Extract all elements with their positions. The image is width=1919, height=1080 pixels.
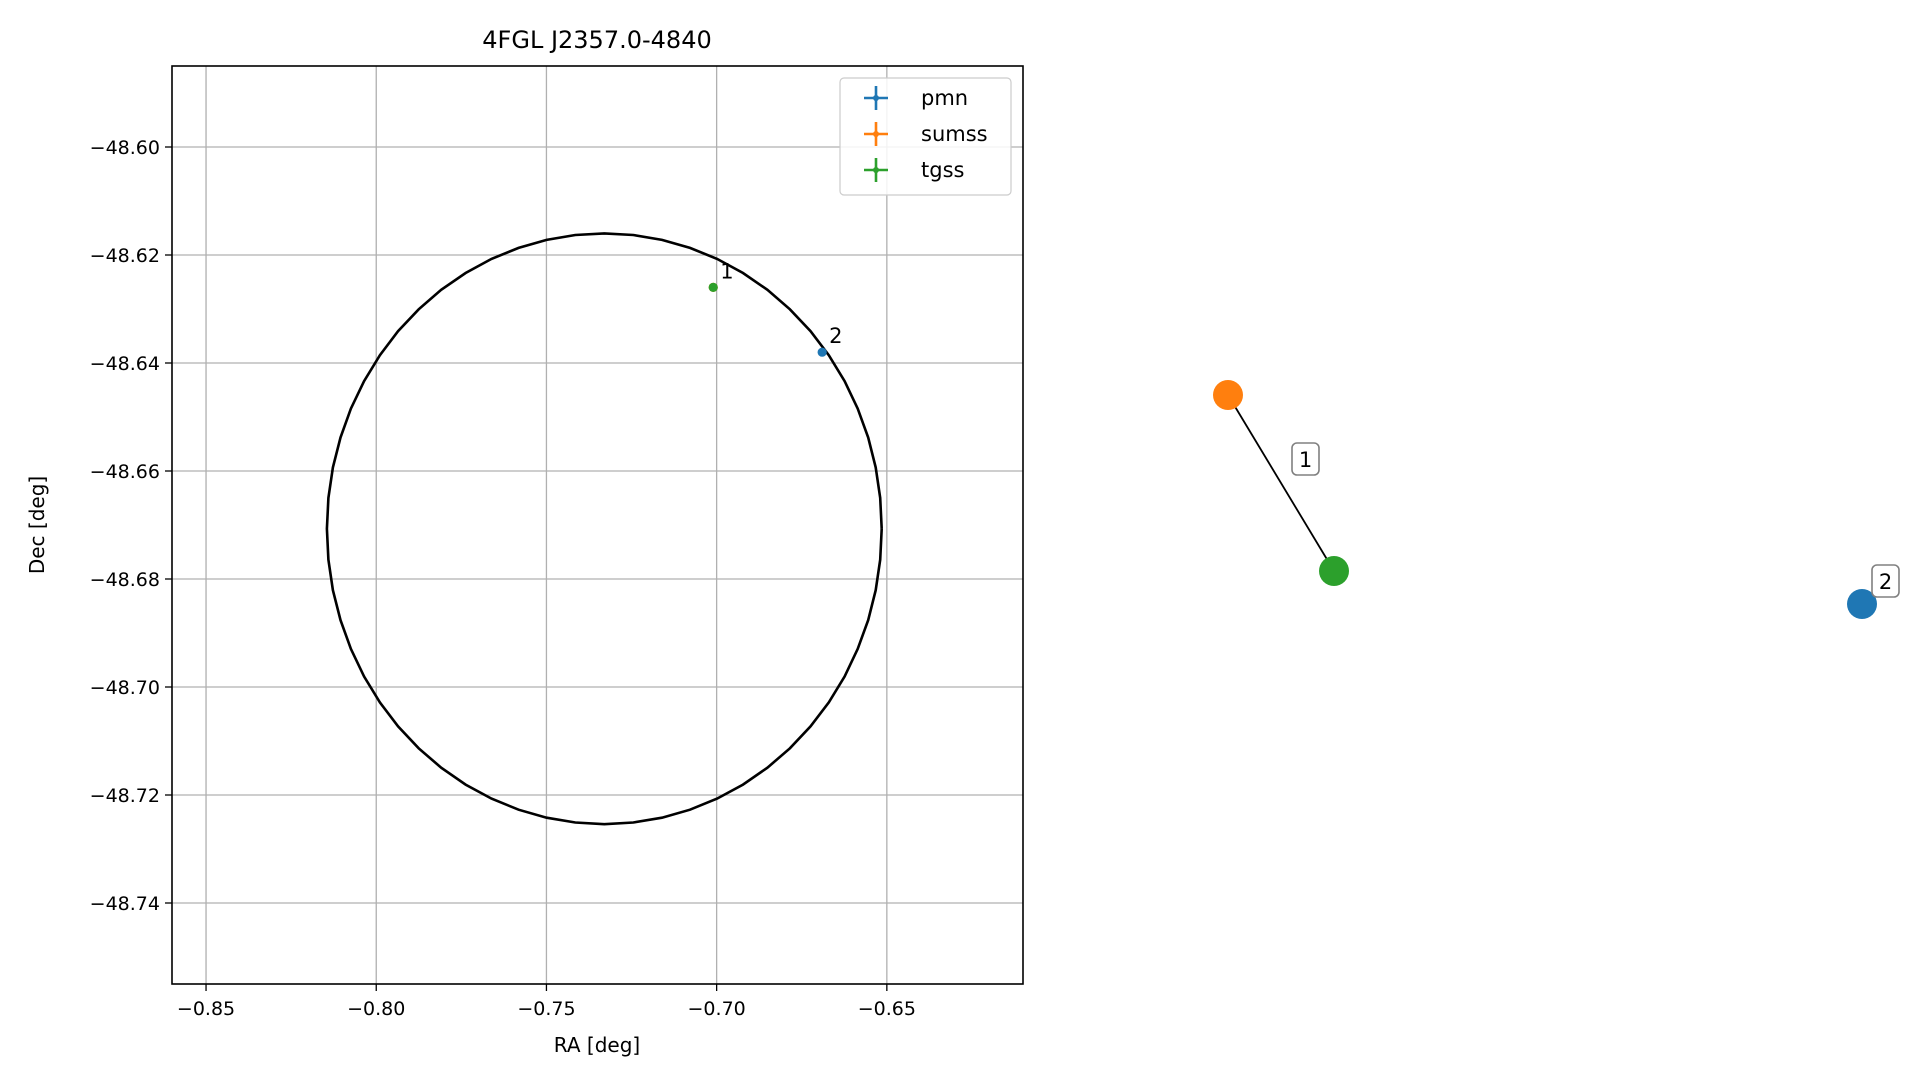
- legend-item-sumss: sumss: [864, 122, 988, 146]
- legend-marker-dot: [873, 95, 879, 101]
- chart-title: 4FGL J2357.0-4840: [482, 26, 711, 54]
- legend-item-tgss: tgss: [864, 158, 964, 182]
- y-tick-label: −48.60: [90, 137, 160, 159]
- point-annotation: 2: [829, 324, 842, 348]
- legend-marker-dot: [873, 131, 879, 137]
- data-point-pmn: [817, 347, 827, 357]
- x-tick-label: −0.70: [688, 998, 746, 1020]
- y-tick-label: −48.62: [90, 245, 160, 267]
- data-point-tgss: [708, 282, 718, 292]
- node-label-box: 2: [1871, 564, 1900, 598]
- x-tick-label: −0.65: [858, 998, 916, 1020]
- plot-area-background: [172, 66, 1023, 984]
- legend-label: tgss: [921, 158, 964, 182]
- legend-items: pmn sumss tgss: [864, 86, 988, 182]
- edge-label-box: 1: [1291, 442, 1320, 476]
- edge-label-frame: [1291, 442, 1320, 476]
- grid-lines: [172, 66, 1023, 984]
- legend-frame: [839, 77, 1012, 196]
- point-annotation: 1: [720, 259, 733, 283]
- localization-ellipse-layer: [325, 232, 883, 826]
- node-label-frame: [1871, 564, 1900, 598]
- x-axis-title: RA [deg]: [554, 1033, 640, 1057]
- legend-label: pmn: [921, 86, 968, 110]
- x-tick-label: −0.80: [347, 998, 405, 1020]
- network-graph: 1 2: [1213, 380, 1900, 619]
- legend-item-pmn: pmn: [864, 86, 968, 110]
- legend-label: sumss: [921, 122, 988, 146]
- localization-ellipse: [325, 232, 883, 826]
- node-pmn: [1847, 589, 1877, 619]
- x-tick-label: −0.75: [517, 998, 575, 1020]
- y-tick-label: −48.74: [90, 893, 160, 915]
- x-axis-ticks: −0.85 −0.80 −0.75 −0.70 −0.65: [177, 984, 916, 1020]
- point-annotations: 12: [720, 259, 842, 348]
- scatter-chart: 12 −0.85 −0.80 −0.75 −0.70 −0.65 −48.60−48.6…: [25, 26, 1024, 1057]
- x-tick-label: −0.85: [177, 998, 235, 1020]
- node-sumss: [1213, 380, 1243, 410]
- node-label-text: 2: [1879, 570, 1892, 594]
- y-tick-label: −48.68: [90, 569, 160, 591]
- node-tgss: [1319, 556, 1349, 586]
- legend-marker-dot: [873, 167, 879, 173]
- plot-frame: [171, 65, 1024, 985]
- y-tick-label: −48.66: [90, 461, 160, 483]
- y-tick-label: −48.64: [90, 353, 160, 375]
- y-axis-title: Dec [deg]: [25, 476, 49, 574]
- edge-label-text: 1: [1299, 448, 1312, 472]
- legend: pmn sumss tgss: [839, 77, 1012, 196]
- edge-sumss-tgss: [1227, 394, 1335, 572]
- y-tick-label: −48.70: [90, 677, 160, 699]
- data-points: [708, 282, 827, 357]
- y-axis-ticks: −48.60 −48.62 −48.64 −48.66 −48.68 −48.70 −48.…: [90, 137, 172, 915]
- y-tick-label: −48.72: [90, 785, 160, 807]
